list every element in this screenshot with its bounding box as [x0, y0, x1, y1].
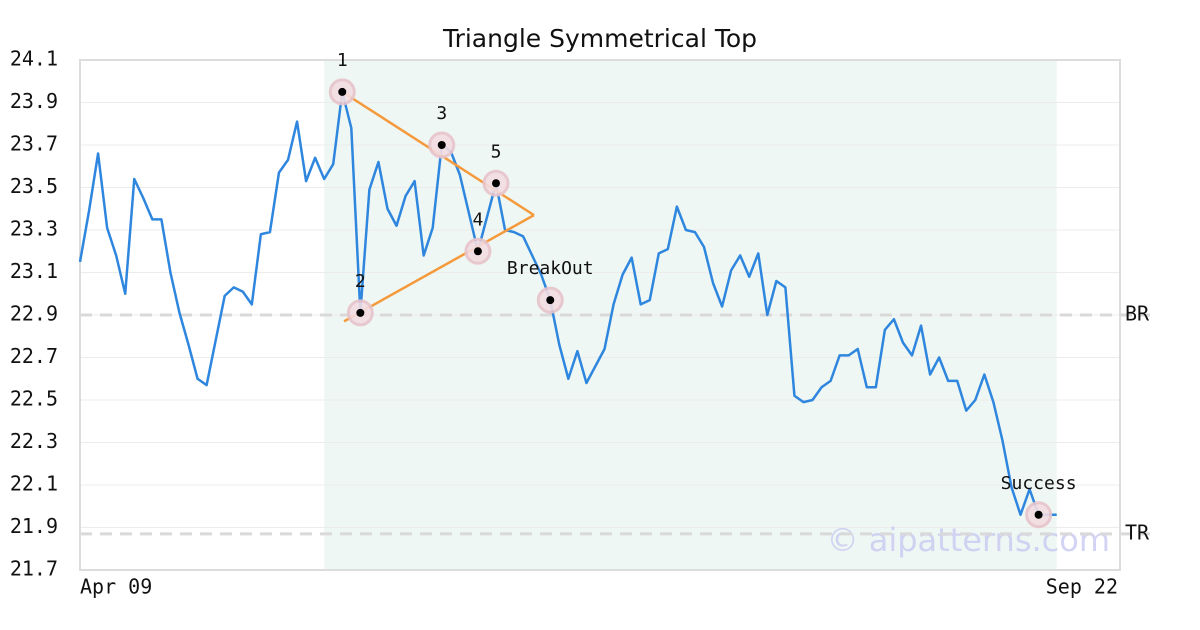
y-tick-label: 23.5 [10, 174, 58, 198]
point-dot [356, 308, 365, 317]
plot-frame [79, 59, 1121, 571]
triangle-line [343, 214, 535, 323]
y-tick-label: 23.7 [10, 132, 58, 156]
y-tick-label: 22.7 [10, 344, 58, 368]
point-dot [492, 179, 500, 188]
point-label: 1 [337, 50, 348, 71]
chart-title: Triangle Symmetrical Top [442, 24, 757, 53]
y-tick-label: 22.3 [10, 429, 58, 453]
x-tick-label: Apr 09 [80, 575, 152, 599]
point-dot [546, 296, 555, 305]
y-tick-label: 23.1 [10, 259, 58, 283]
point-dot [338, 87, 347, 96]
y-tick-label: 22.5 [10, 387, 58, 411]
point-dot [1034, 510, 1043, 519]
y-tick-label: 21.9 [10, 514, 58, 538]
point-dot [473, 247, 482, 256]
level-label: BR [1125, 302, 1150, 326]
price-line [78, 90, 1057, 516]
y-tick-label: 23.9 [10, 89, 58, 113]
y-tick-label: 21.7 [10, 557, 58, 581]
watermark: © aipatterns.com [827, 521, 1110, 559]
x-tick-label: Sep 22 [1046, 575, 1118, 599]
level-label: TR [1125, 520, 1150, 544]
y-tick-label: 23.3 [10, 217, 58, 241]
point-label: 5 [491, 141, 502, 162]
point-label: BreakOut [507, 258, 594, 279]
point-label: 2 [355, 271, 366, 292]
y-tick-label: 22.9 [10, 302, 58, 326]
point-label: 4 [472, 209, 483, 230]
y-tick-label: 24.1 [10, 47, 58, 71]
y-tick-label: 22.1 [10, 472, 58, 496]
point-label: Success [1001, 473, 1077, 494]
point-label: 3 [436, 103, 447, 124]
point-dot [437, 141, 446, 149]
